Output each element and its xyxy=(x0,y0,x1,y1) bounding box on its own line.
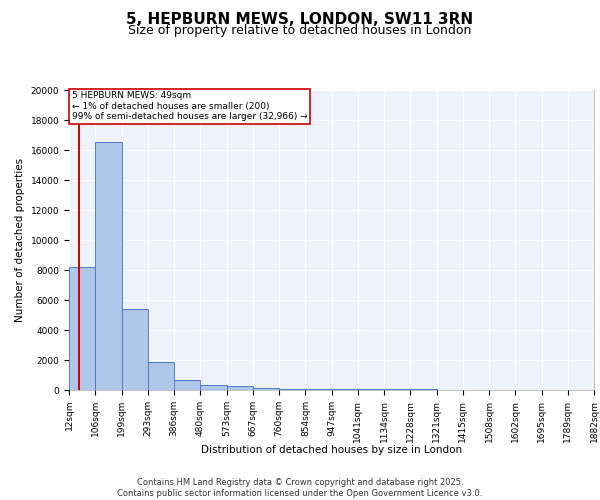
Bar xyxy=(95,142,121,390)
Bar xyxy=(331,389,358,390)
Bar xyxy=(148,362,174,390)
Bar xyxy=(69,267,95,390)
Bar xyxy=(174,380,200,390)
Text: Size of property relative to detached houses in London: Size of property relative to detached ho… xyxy=(128,24,472,37)
X-axis label: Distribution of detached houses by size in London: Distribution of detached houses by size … xyxy=(201,444,462,454)
Text: Contains HM Land Registry data © Crown copyright and database right 2025.
Contai: Contains HM Land Registry data © Crown c… xyxy=(118,478,482,498)
Bar xyxy=(305,389,331,390)
Bar xyxy=(358,389,384,390)
Bar xyxy=(253,388,279,390)
Bar xyxy=(69,267,95,390)
Bar xyxy=(331,389,358,390)
Bar xyxy=(279,388,305,390)
Bar xyxy=(384,389,410,390)
Y-axis label: Number of detached properties: Number of detached properties xyxy=(15,158,25,322)
Text: 5, HEPBURN MEWS, LONDON, SW11 3RN: 5, HEPBURN MEWS, LONDON, SW11 3RN xyxy=(127,12,473,28)
Bar xyxy=(384,389,410,390)
Bar xyxy=(227,386,253,390)
Bar xyxy=(227,386,253,390)
Bar xyxy=(174,380,200,390)
Bar xyxy=(253,388,279,390)
Bar xyxy=(305,389,331,390)
Bar xyxy=(148,362,174,390)
Bar xyxy=(358,389,384,390)
Bar xyxy=(95,142,121,390)
Text: 5 HEPBURN MEWS: 49sqm
← 1% of detached houses are smaller (200)
99% of semi-deta: 5 HEPBURN MEWS: 49sqm ← 1% of detached h… xyxy=(71,92,307,122)
Bar xyxy=(121,309,148,390)
Bar xyxy=(279,388,305,390)
Bar xyxy=(121,309,148,390)
Bar xyxy=(200,385,227,390)
Bar xyxy=(200,385,227,390)
